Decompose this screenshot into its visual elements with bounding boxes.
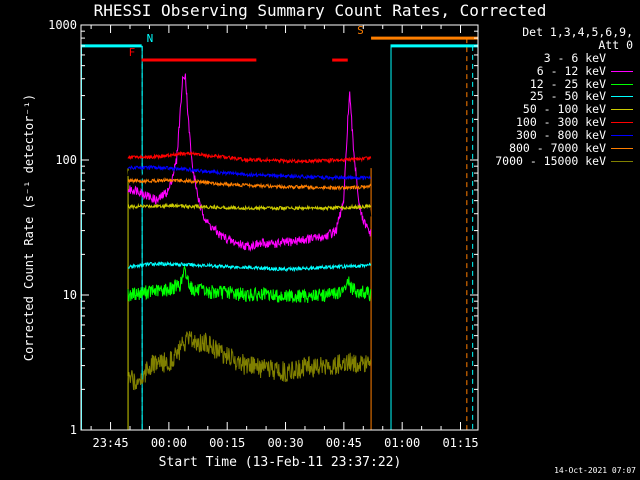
timestamp: 14-Oct-2021 07:07: [554, 466, 636, 475]
legend-entry-label: 300 - 800 keV: [515, 128, 606, 143]
legend-swatch: [611, 109, 633, 111]
legend-entry: 12 - 25 keV: [478, 76, 633, 91]
legend-entry: 100 - 300 keV: [478, 116, 633, 129]
legend-entry-label: 50 - 100 keV: [522, 102, 606, 117]
legend-entry: 7000 - 15000 keV: [478, 155, 633, 168]
legend: Det 1,3,4,5,6,9, Att 0 3 - 6 keV 6 - 12 k…: [478, 26, 633, 168]
series-line: [128, 177, 372, 191]
legend-header-text: Det 1,3,4,5,6,9,: [522, 25, 633, 39]
y-tick-label: 100: [55, 153, 77, 167]
series-line: [127, 265, 372, 304]
y-tick-label: 1: [70, 423, 77, 437]
series-line: [127, 164, 372, 182]
legend-entry: 3 - 6 keV: [478, 50, 633, 65]
x-tick-label: 00:45: [326, 436, 362, 450]
legend-entry-label: 800 - 7000 keV: [509, 141, 606, 156]
flag-label: N: [147, 32, 154, 45]
legend-header-1: Det 1,3,4,5,6,9,: [478, 26, 633, 39]
x-tick-label: 00:15: [209, 436, 245, 450]
legend-swatch: [611, 147, 633, 149]
x-tick-label: 23:45: [92, 436, 128, 450]
legend-entry-label: 7000 - 15000 keV: [495, 153, 606, 168]
series-layer: [127, 73, 372, 391]
y-tick-label: 10: [63, 288, 77, 302]
legend-header-2: Att 0: [478, 37, 633, 52]
series-line: [127, 260, 372, 273]
series-line: [127, 150, 372, 165]
legend-entry: 6 - 12 keV: [478, 63, 633, 78]
legend-entry-label: 3 - 6 keV: [543, 50, 606, 65]
plot-frame: [80, 24, 479, 431]
series-line: [127, 83, 372, 239]
series-line: [127, 331, 372, 391]
series-line: [127, 202, 372, 212]
axes-layer: 1 10 100 1000 23:45 00:00 00:15 00:30 00:45 01:00…: [22, 18, 479, 450]
legend-swatch: [611, 96, 633, 98]
legend-swatch: [611, 160, 633, 162]
legend-entry-label: 12 - 25 keV: [529, 76, 606, 91]
y-axis-label: Corrected Count Rate (s⁻¹ detector⁻¹): [22, 94, 36, 361]
chart-title: RHESSI Observing Summary Count Rates, Co…: [93, 1, 547, 20]
x-axis-label: Start Time (13-Feb-11 23:37:22): [158, 455, 402, 470]
x-tick-label: 00:30: [267, 436, 303, 450]
x-tick-label: 01:15: [442, 436, 478, 450]
legend-entry: 25 - 50 keV: [478, 90, 633, 103]
legend-swatch: [611, 70, 633, 72]
legend-entry: 300 - 800 keV: [478, 129, 633, 142]
x-tick-label: 01:00: [384, 436, 420, 450]
legend-swatch: [611, 122, 633, 124]
legend-swatch: [611, 57, 633, 59]
series-line: [127, 73, 372, 253]
legend-entry: 800 - 7000 keV: [478, 142, 633, 155]
legend-header-text: Att 0: [598, 37, 633, 52]
legend-entry-label: 25 - 50 keV: [529, 89, 606, 104]
x-tick-label: 00:00: [151, 436, 187, 450]
legend-entry-label: 6 - 12 keV: [536, 63, 606, 78]
legend-entry-label: 100 - 300 keV: [515, 115, 606, 130]
y-tick-label: 1000: [48, 18, 77, 32]
flag-layer: NF S: [81, 24, 478, 430]
flag-label: S: [357, 24, 364, 37]
legend-swatch: [611, 83, 633, 85]
flag-label: F: [129, 46, 136, 59]
legend-swatch: [611, 135, 633, 137]
legend-entry: 50 - 100 keV: [478, 103, 633, 116]
